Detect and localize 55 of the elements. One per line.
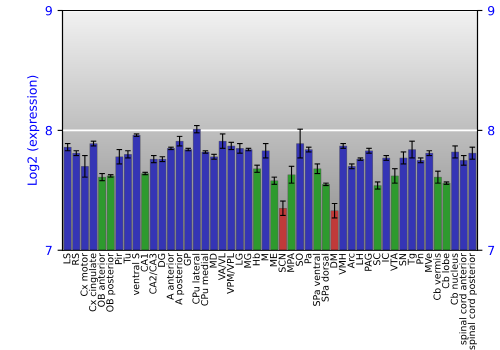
x-tick-label: Arc [348,254,355,268]
x-tick-label: MD [210,254,217,268]
x-tick-label: DM [330,254,338,268]
x-tick-label: Hb [252,254,260,266]
x-tick-label: spinal cord posterior [468,253,477,350]
x-tick-label: Tg [408,254,417,265]
x-tick-label: VA/VL [218,253,226,280]
x-tick-label: Pa [304,254,312,264]
x-tick-label: Tu [124,254,131,264]
y2-tick-label: 9 [488,6,494,16]
x-tick-label: LG [235,254,243,265]
x-tick-label: ME [270,254,277,266]
x-tick-label: Cx cingulate [88,254,98,312]
x-tick-label: IC [382,254,389,262]
x-tick-label: Cb vermis [433,253,441,300]
x-tick-label: SC [373,254,380,265]
x-tick-label: GP [184,253,191,266]
x-tick-label: PAG [364,254,372,271]
y2-tick-label: 8 [488,126,494,136]
x-tick-label: A anterior [166,253,174,300]
y-tick-label: 8 [46,126,52,136]
x-tick-label: Cx motor [80,253,88,296]
x-tick-label: SN [399,254,406,266]
x-tick-label: SPa dorsal [321,254,329,302]
y2-tick-label: 7 [488,246,494,255]
x-tick-label: ventral S [132,254,140,296]
x-tick-label: OB anterior [98,253,105,307]
x-tick-label: VMH [338,254,346,275]
x-tick-label: MVe [425,254,432,272]
x-tick-label: CPu lateral [192,254,200,304]
y-tick-label: 7 [46,246,52,255]
x-tick-label: RS [72,254,80,265]
x-tick-label: Cb nucleus [450,253,458,305]
x-tick-label: VTA [390,253,398,271]
x-tick-label: SO [296,254,303,266]
x-tick-label: MPA [287,253,294,272]
x-tick-label: Cb lobe [442,254,450,288]
x-tick-label: LH [356,254,364,264]
x-tick-label: SCN [278,254,286,272]
x-tick-label: Pir [114,253,122,264]
y-axis-title: Log2 (expression) [27,76,40,185]
x-tick-label: VPM/VPL [226,253,235,294]
x-tick-label: CA1 [140,254,148,272]
x-tick-label: spinal cord anterior [459,253,468,345]
x-tick-label: OB posterior [106,253,116,312]
x-tick-label: CA2/CA3 [149,254,158,294]
x-tick-label: CPu medial [200,254,208,306]
x-tick-label: DG [158,254,166,267]
x-tick-label: LS [63,254,70,264]
x-tick-label: Pn [416,254,424,264]
y-tick-label: 9 [46,6,52,16]
x-tick-label: MG [244,254,252,268]
x-tick-label: SPa ventral [312,254,320,306]
x-tick-label: A posterior [175,253,184,305]
x-tick-label: M [261,254,268,260]
